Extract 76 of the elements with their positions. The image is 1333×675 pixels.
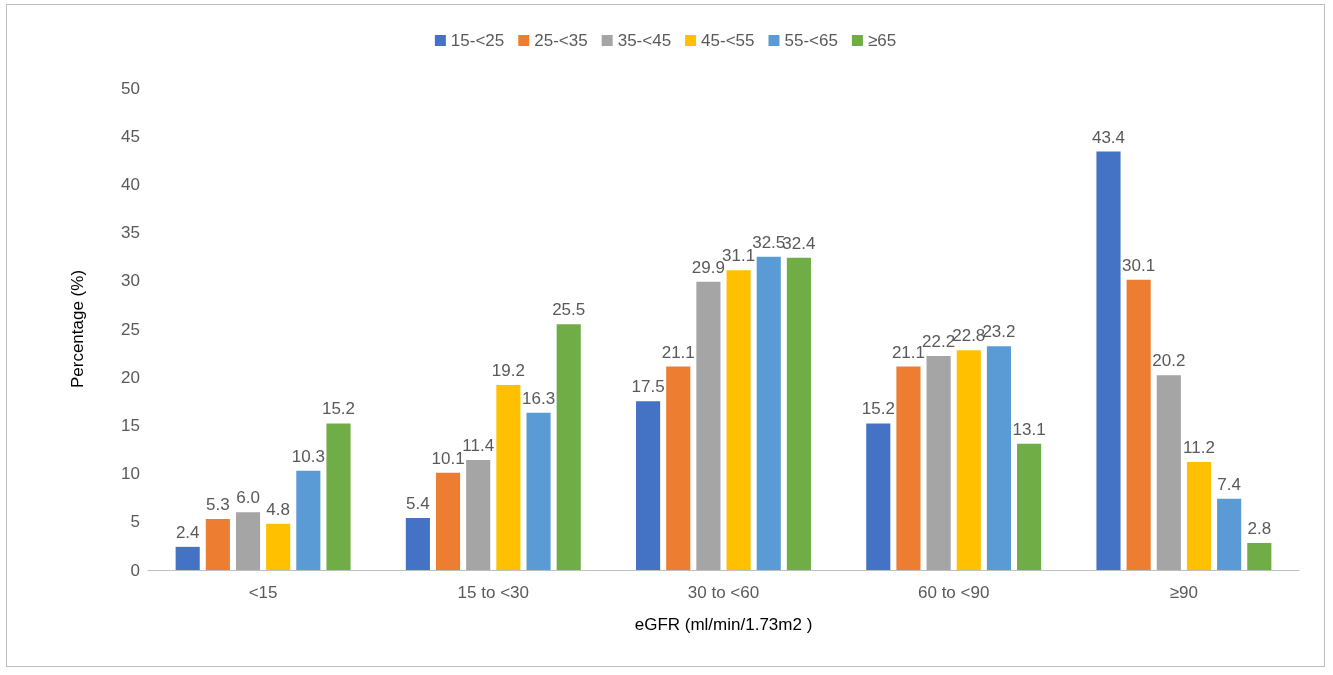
bar <box>986 346 1012 570</box>
x-tick-label: 30 to <60 <box>687 583 760 602</box>
y-tick-label: 45 <box>121 126 140 146</box>
y-tick-label: 20 <box>121 367 140 387</box>
bar <box>756 256 781 570</box>
data-label: 30.1 <box>1122 255 1156 275</box>
y-tick-label: 10 <box>121 464 140 484</box>
data-label: 7.4 <box>1217 474 1241 494</box>
bar <box>326 423 351 570</box>
bar <box>296 470 321 570</box>
bar <box>696 281 721 570</box>
legend-label: 15-<25 <box>450 31 505 50</box>
data-label: 20.2 <box>1152 351 1186 371</box>
data-label: 4.8 <box>266 499 290 519</box>
bar <box>786 257 811 570</box>
data-label: 6.0 <box>236 488 260 508</box>
data-label: 2.8 <box>1247 519 1272 539</box>
x-axis-title: eGFR (ml/min/1.73m2 ) <box>634 615 813 634</box>
bar <box>266 523 291 570</box>
y-tick-label: 40 <box>121 174 140 194</box>
y-tick-label: 50 <box>121 78 140 98</box>
y-tick-label: 25 <box>121 319 140 339</box>
data-label: 5.3 <box>206 494 230 514</box>
legend-label: 25-<35 <box>534 31 588 50</box>
bar <box>405 517 430 570</box>
data-label: 10.1 <box>431 448 465 468</box>
x-tick-label: ≥90 <box>1169 583 1199 602</box>
legend-label: ≥65 <box>867 31 897 50</box>
data-label: 15.2 <box>861 399 895 419</box>
bar <box>466 460 491 570</box>
y-axis-title: Percentage (%) <box>68 269 87 389</box>
data-label: 43.4 <box>1091 127 1126 147</box>
bar <box>666 366 691 570</box>
bar <box>1247 543 1272 570</box>
bar <box>496 384 521 570</box>
bar <box>1156 375 1181 570</box>
y-tick-label: 15 <box>121 415 140 435</box>
bar <box>235 512 261 570</box>
legend-label: 35-<45 <box>617 31 672 50</box>
y-tick-label: 30 <box>121 271 140 291</box>
bar <box>1017 443 1042 570</box>
bar <box>726 270 751 570</box>
data-label: 16.3 <box>522 388 556 408</box>
bar <box>636 401 661 570</box>
data-label: 19.2 <box>491 360 525 380</box>
data-label: 21.1 <box>661 342 695 362</box>
data-label: 13.1 <box>1012 419 1046 439</box>
y-tick-label: 35 <box>121 223 140 243</box>
bar <box>1096 151 1121 570</box>
bar <box>866 423 891 570</box>
legend-label: 55-<65 <box>784 31 838 50</box>
data-label: 2.4 <box>175 522 200 542</box>
bar <box>435 472 461 570</box>
legend-label: 45-<55 <box>701 31 755 50</box>
data-label: 11.4 <box>462 436 495 456</box>
data-label: 11.2 <box>1183 438 1215 458</box>
bar <box>175 546 200 570</box>
y-tick-label: 5 <box>130 512 140 532</box>
bar <box>956 350 981 570</box>
bar <box>1217 498 1242 570</box>
bar <box>896 366 921 570</box>
data-label: 15.2 <box>321 399 356 419</box>
y-tick-label: 0 <box>130 560 140 580</box>
data-label: 5.4 <box>406 493 430 513</box>
bar <box>526 412 551 570</box>
bar <box>205 518 230 570</box>
x-tick-label: 15 to <30 <box>457 583 529 602</box>
x-tick-label: 60 to <90 <box>918 583 990 602</box>
bar <box>1186 462 1212 570</box>
x-tick-label: <15 <box>248 583 278 602</box>
data-label: 10.3 <box>291 446 325 466</box>
bar <box>1126 279 1151 570</box>
bar <box>556 324 581 570</box>
data-label: 25.5 <box>552 300 586 320</box>
data-label: 17.5 <box>631 377 665 397</box>
bar <box>926 355 951 570</box>
